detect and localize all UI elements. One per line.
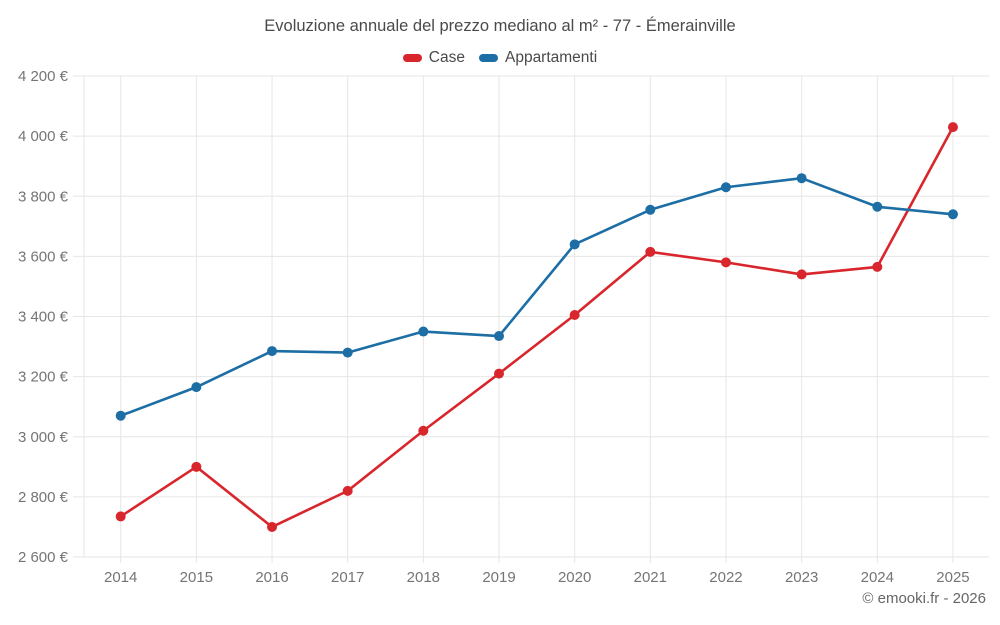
case-point-2017[interactable] <box>342 485 353 496</box>
x-axis-label: 2020 <box>558 569 591 586</box>
case-point-2024[interactable] <box>872 261 883 272</box>
case-line <box>119 125 955 529</box>
appartamenti-point-2014[interactable] <box>115 410 126 421</box>
y-axis-label: 3 600 € <box>18 248 69 265</box>
case-point-2018[interactable] <box>418 425 429 436</box>
legend-item-appartamenti[interactable]: Appartamenti <box>478 49 598 67</box>
case-point-2016[interactable] <box>267 521 278 532</box>
x-axis-label: 2024 <box>861 569 894 586</box>
appartamenti-point-2018[interactable] <box>418 326 429 337</box>
appartamenti-point-2022[interactable] <box>720 182 731 193</box>
x-axis-label: 2018 <box>407 569 440 586</box>
y-axis-label: 3 400 € <box>18 309 69 326</box>
case-point-2021[interactable] <box>645 246 656 257</box>
legend-swatch-icon <box>478 54 498 62</box>
y-axis-label: 3 800 € <box>18 188 69 205</box>
x-axis-label: 2015 <box>180 569 213 586</box>
y-axis-label: 3 200 € <box>18 369 69 386</box>
x-axis-label: 2025 <box>936 569 969 586</box>
legend-label: Appartamenti <box>504 49 598 66</box>
case-point-2019[interactable] <box>494 368 504 379</box>
x-axis-label: 2022 <box>709 569 742 586</box>
y-axis-label: 3 000 € <box>18 429 69 446</box>
x-axis-label: 2019 <box>482 569 515 586</box>
copyright-text: © emooki.fr - 2026 <box>862 590 986 607</box>
appartamenti-point-2017[interactable] <box>342 347 353 358</box>
appartamenti-point-2023[interactable] <box>796 173 807 184</box>
y-axis-label: 2 800 € <box>18 489 69 506</box>
appartamenti-point-2020[interactable] <box>569 239 580 250</box>
chart-legend: Case Appartamenti <box>0 49 1000 67</box>
case-point-2015[interactable] <box>191 461 202 472</box>
appartamenti-point-2015[interactable] <box>191 382 202 393</box>
appartamenti-point-2016[interactable] <box>267 346 278 357</box>
case-point-2025[interactable] <box>947 122 958 133</box>
case-point-2022[interactable] <box>720 257 731 268</box>
y-axis-label: 4 200 € <box>18 68 69 85</box>
legend-swatch-icon <box>402 54 422 62</box>
x-axis-label: 2014 <box>104 569 137 586</box>
appartamenti-point-2021[interactable] <box>645 204 656 215</box>
chart-title: Evoluzione annuale del prezzo mediano al… <box>264 17 736 35</box>
y-axis-label: 4 000 € <box>18 128 69 145</box>
case-point-2023[interactable] <box>796 269 807 280</box>
x-axis-label: 2016 <box>255 569 288 586</box>
case-point-2014[interactable] <box>115 511 126 522</box>
appartamenti-point-2024[interactable] <box>872 201 883 212</box>
x-axis-label: 2017 <box>331 569 364 586</box>
appartamenti-point-2019[interactable] <box>494 331 504 342</box>
appartamenti-point-2025[interactable] <box>947 209 958 220</box>
appartamenti-line <box>119 176 955 418</box>
legend-label: Case <box>428 49 465 66</box>
x-axis-label: 2021 <box>634 569 667 586</box>
x-axis-label: 2023 <box>785 569 818 586</box>
case-point-2020[interactable] <box>569 309 580 320</box>
legend-item-case[interactable]: Case <box>402 49 465 67</box>
y-axis-label: 2 600 € <box>18 549 69 566</box>
